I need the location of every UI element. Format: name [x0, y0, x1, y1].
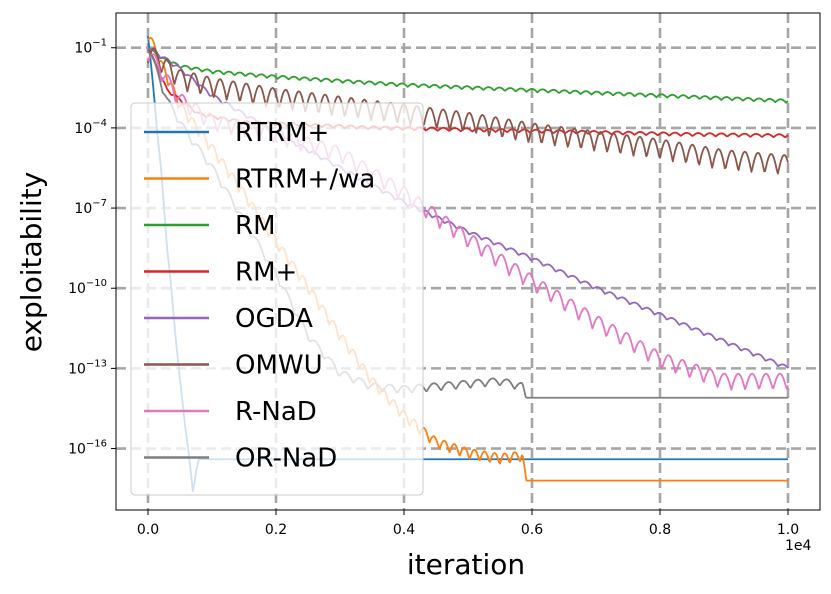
- x-axis-label: iteration: [407, 548, 525, 581]
- x-tick-label: 0.0: [137, 522, 159, 538]
- x-axis-offset-label: 1e4: [785, 538, 812, 554]
- y-tick-label: 10−13: [68, 358, 107, 377]
- legend-label: RM+: [235, 258, 297, 288]
- legend-label: OGDA: [235, 304, 313, 334]
- y-tick-label: 10−4: [74, 118, 107, 137]
- y-tick-exponent: −4: [92, 118, 107, 129]
- y-tick-base: 10: [74, 41, 92, 57]
- x-tick-label: 0.8: [649, 522, 671, 538]
- y-tick-base: 10: [68, 281, 86, 297]
- y-tick-label: 10−7: [74, 198, 107, 217]
- y-tick-exponent: −1: [92, 38, 107, 49]
- y-tick-label: 10−10: [68, 278, 107, 297]
- y-tick-base: 10: [74, 121, 92, 137]
- grid-lines: [116, 13, 820, 510]
- y-tick-exponent: −10: [86, 278, 107, 289]
- x-tick-label: 1.0: [777, 522, 799, 538]
- series-line-rm: [147, 48, 789, 104]
- legend-label: RM: [235, 211, 276, 241]
- y-tick-base: 10: [68, 361, 86, 377]
- legend-label: R-NaD: [235, 397, 317, 427]
- y-tick-exponent: −13: [86, 358, 107, 369]
- legend-label: OMWU: [235, 351, 323, 381]
- x-tick-label: 0.6: [521, 522, 543, 538]
- legend-label: RTRM+: [235, 118, 329, 148]
- y-tick-base: 10: [68, 442, 86, 458]
- series-line-omwu: [147, 47, 789, 175]
- legend-label: RTRM+/wa: [235, 165, 375, 195]
- x-tick-label: 0.2: [265, 522, 287, 538]
- legend-label: OR-NaD: [235, 444, 337, 474]
- y-tick-base: 10: [74, 201, 92, 217]
- legend-box: [130, 102, 424, 496]
- x-axis-ticks: 0.0 0.2 0.4 0.6 0.8 1.0: [137, 510, 799, 538]
- legend: RTRM+ RTRM+/wa RM RM+ OGDA OMWU R-NaD OR-NaD: [130, 102, 424, 496]
- y-tick-exponent: −16: [86, 439, 107, 450]
- y-axis-label: exploitability: [15, 172, 48, 353]
- plot-frame: [115, 12, 821, 511]
- y-tick-label: 10−1: [74, 38, 107, 57]
- y-tick-label: 10−16: [68, 439, 107, 458]
- x-tick-label: 0.4: [393, 522, 415, 538]
- y-tick-exponent: −7: [92, 198, 107, 209]
